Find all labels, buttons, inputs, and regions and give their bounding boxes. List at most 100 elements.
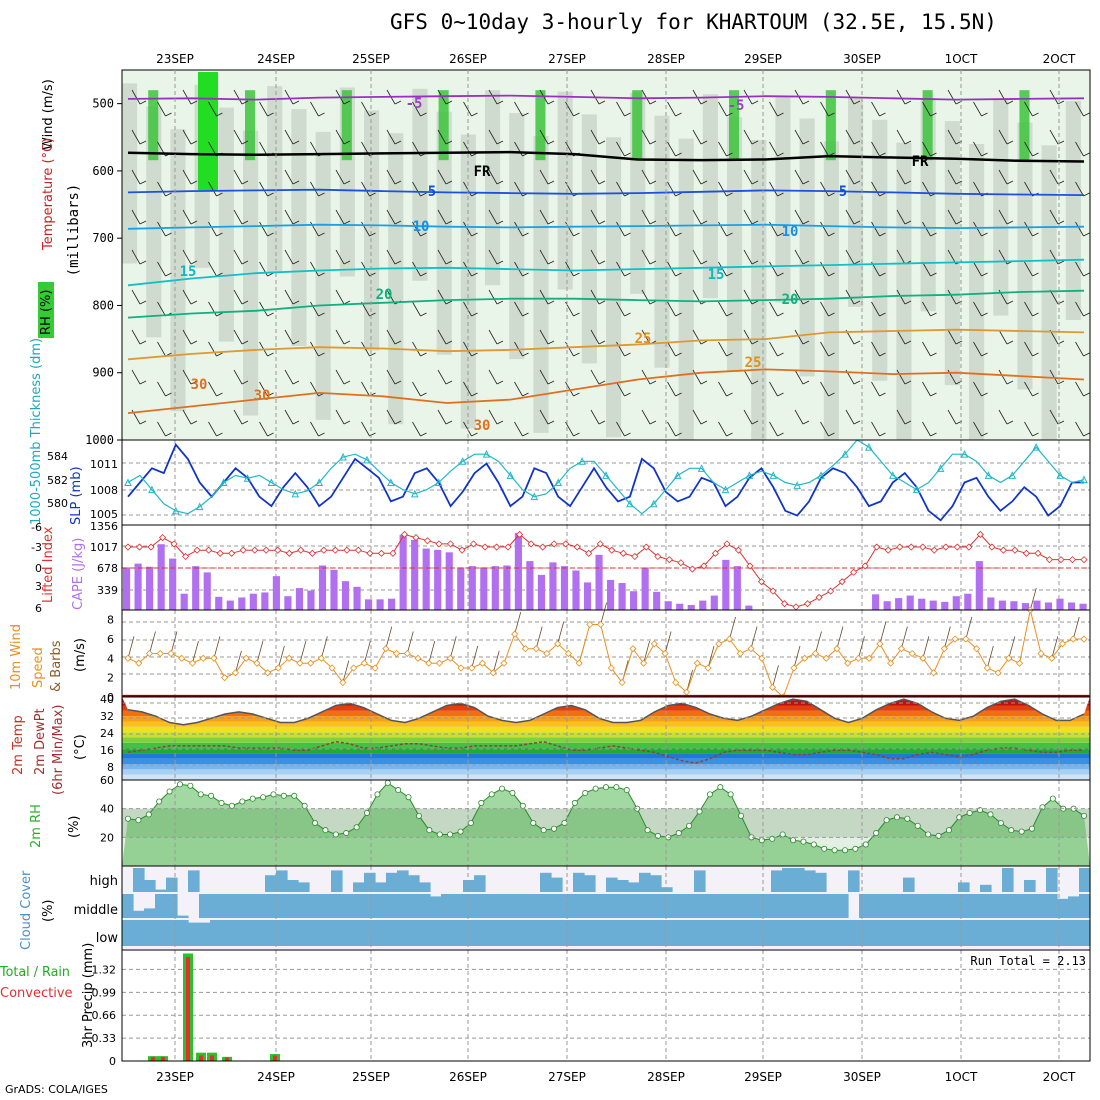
li-point: [804, 600, 812, 608]
cloud-low-bar: [1013, 920, 1025, 946]
rh-moist-cell: [922, 90, 933, 161]
cloud-middle-bar: [529, 894, 541, 918]
li-point: [135, 543, 144, 551]
precip-convective-bar: [161, 1056, 165, 1061]
wind-barb: [361, 181, 370, 197]
wind-barb: [667, 341, 676, 357]
isotherm-label: 15: [708, 267, 725, 283]
wind-speed-point: [822, 654, 830, 662]
wind-speed-point: [489, 669, 497, 677]
wind-barb: [182, 89, 192, 105]
li-point: [873, 543, 881, 551]
cloud-low-bar: [815, 920, 827, 946]
cloud-middle-bar: [584, 894, 596, 918]
wind-barb-flag: [420, 232, 427, 237]
wind-barb-flag: [292, 180, 300, 185]
wind-barb: [157, 221, 166, 237]
wind-barb-10m: [535, 626, 543, 649]
li-point: [550, 540, 558, 548]
wind-speed-point: [1048, 654, 1056, 662]
cloud-middle-bar: [705, 894, 717, 918]
cloud-middle-bar: [1024, 894, 1036, 918]
wind-barb: [820, 381, 829, 397]
wind-barb-10m: [385, 626, 393, 649]
li-point: [850, 568, 858, 576]
temp-tick-label: 16: [100, 744, 114, 757]
cape-bar: [261, 592, 269, 610]
wind-barb-flag: [802, 420, 810, 425]
cloud-high-bar: [661, 887, 673, 892]
temp-band: [122, 769, 1090, 775]
isotherm-label: 30: [474, 418, 491, 434]
isotherm-line: [127, 258, 1085, 287]
li-point: [711, 549, 719, 557]
cape-bar: [192, 566, 200, 610]
cloud-middle-bar: [309, 894, 321, 918]
wind-barb: [794, 409, 804, 425]
wind-barb-10m: [772, 665, 779, 688]
wind-barb-flag: [471, 232, 478, 237]
cloud-low-bar: [375, 920, 387, 946]
wind-speed-point: [392, 649, 401, 658]
thickness-point: [171, 506, 180, 515]
wind-barb-flag: [751, 340, 759, 345]
li-point: [919, 543, 927, 551]
wind-barb-flag: [139, 340, 147, 345]
li-point: [239, 546, 247, 554]
li-point: [965, 543, 973, 551]
rh-point: [873, 830, 880, 837]
wind-barb-flag: [267, 112, 274, 117]
wind-barb: [794, 329, 804, 345]
wind-barb-flag: [879, 152, 886, 157]
cloud-high-bar: [419, 882, 431, 892]
wind-barb-flag: [394, 220, 402, 225]
wind-barb-10m: [449, 636, 457, 659]
cloud-middle-bar: [969, 894, 981, 918]
wind-barb: [437, 329, 447, 345]
cape-bar: [376, 599, 384, 610]
cloud-high-bar: [155, 889, 167, 892]
wind-barb-flag: [751, 140, 759, 145]
wind-barb-flag: [522, 232, 529, 237]
li-point: [723, 540, 731, 548]
cloud-low-bar: [837, 920, 849, 946]
wind-barb-flag: [700, 100, 708, 105]
cloud-low-bar: [870, 920, 882, 946]
wind-barb-flag: [343, 420, 351, 425]
wind-barb-flag: [190, 380, 198, 385]
wind-speed-point: [629, 645, 637, 653]
rh-point: [1008, 827, 1015, 834]
cloud-middle-bar: [144, 908, 156, 918]
wind-barb-flag: [981, 232, 988, 237]
wind-speed-point: [725, 635, 734, 643]
wind-speed-point: [468, 664, 476, 672]
wind-barb: [386, 329, 396, 345]
rh-point: [603, 784, 610, 791]
cloud-low-bar: [232, 920, 244, 946]
cape-bar: [941, 601, 949, 610]
wind-barb: [1049, 169, 1059, 185]
wind-speed-point: [242, 654, 250, 662]
rh-point: [821, 845, 828, 852]
wind-speed-point: [511, 630, 519, 638]
wind-tick-label: 8: [107, 614, 114, 627]
cloud-low-bar: [606, 920, 618, 946]
wind-barb: [769, 341, 778, 357]
wind-barb: [488, 289, 498, 305]
cloud-low-bar: [804, 920, 816, 946]
wind-speed-point: [521, 645, 530, 653]
wind-barb-flag: [241, 420, 249, 425]
rh-shade: [848, 96, 864, 307]
cloud-low-bar: [540, 920, 552, 946]
wind-barb: [616, 141, 625, 157]
cloud-high-bar: [1024, 880, 1036, 892]
wind-barb-flag: [573, 392, 580, 397]
cape-bar: [1044, 602, 1053, 610]
wind-barb-10m: [943, 626, 951, 649]
thickness-point: [554, 478, 563, 486]
wind-barb-flag: [1083, 272, 1090, 277]
wind-speed-point: [564, 649, 572, 658]
cloud-ylabel-units: (%): [41, 900, 56, 923]
wind-barb-flag: [675, 152, 682, 157]
wind-barb-flag: [904, 100, 912, 105]
